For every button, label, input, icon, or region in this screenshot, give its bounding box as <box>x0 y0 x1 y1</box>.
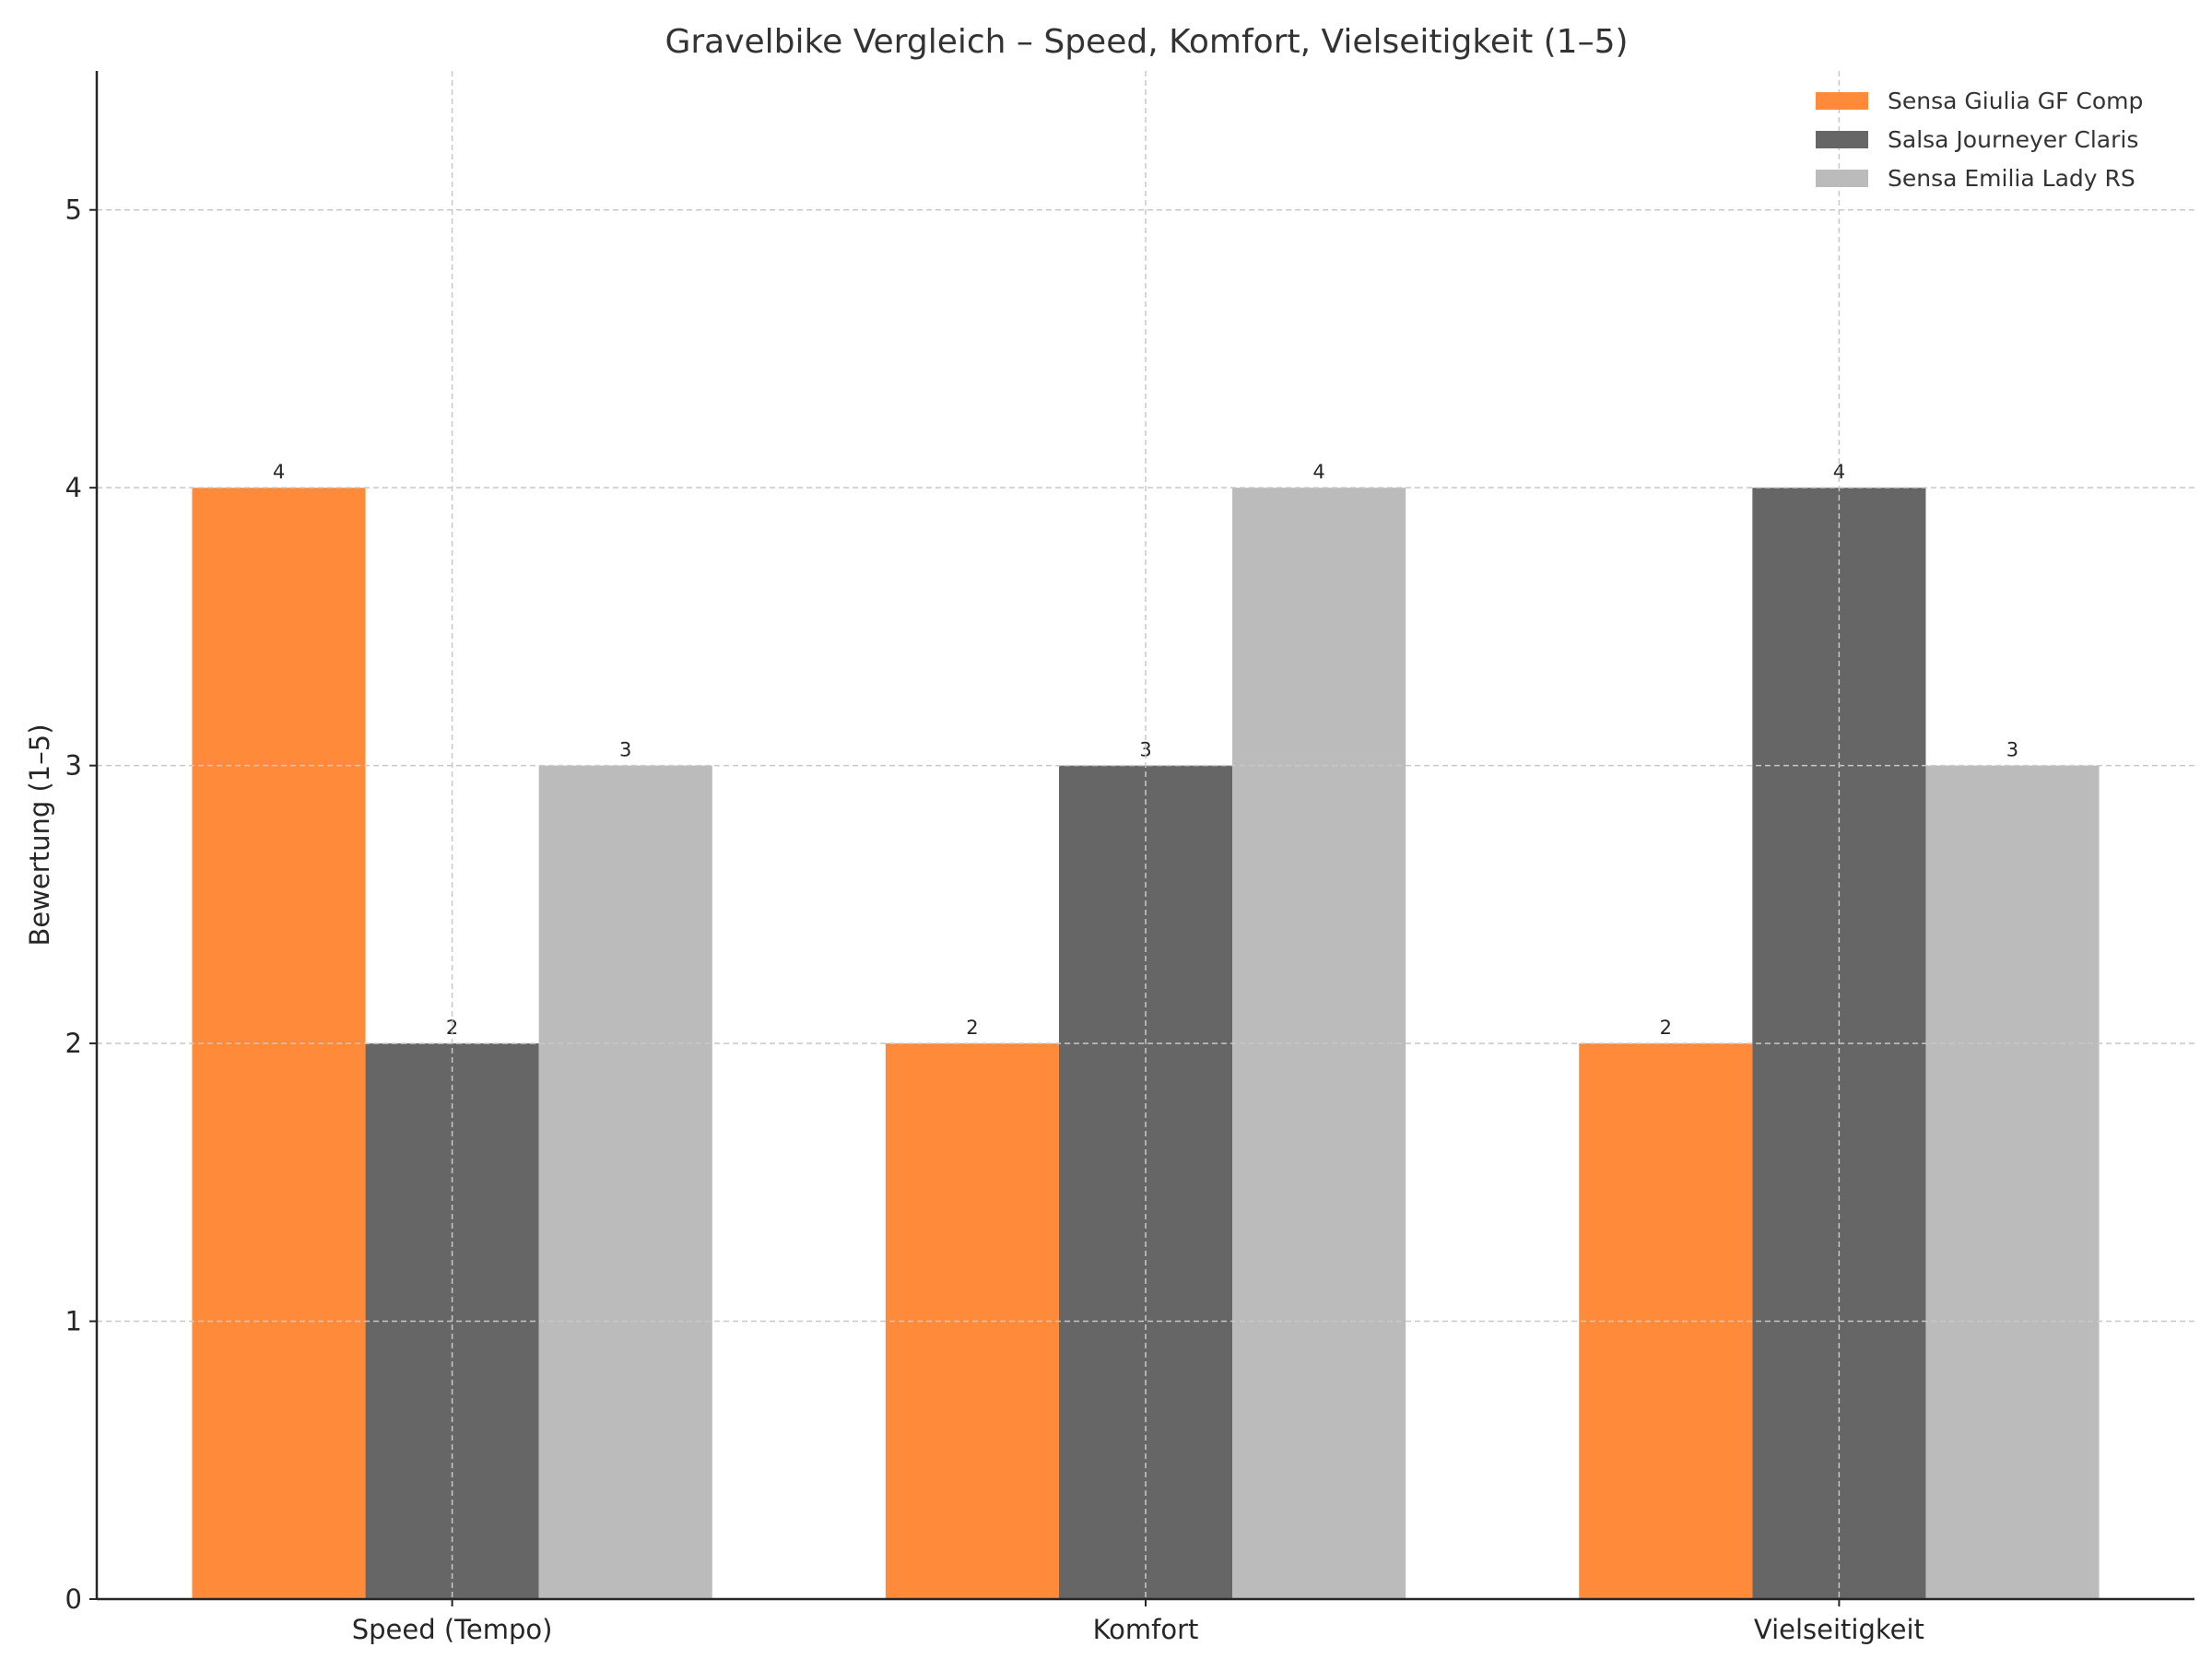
axes: 0 1 2 3 4 5 Speed (Tempo) Komfort Vielseitigkeit <box>65 71 2194 1645</box>
bar-value-label: 2 <box>1660 1017 1672 1039</box>
grid-lines <box>97 71 2194 1599</box>
y-tick-label: 3 <box>65 750 82 782</box>
bar-value-label: 3 <box>619 739 631 761</box>
legend-label: Sensa Emilia Lady RS <box>1888 165 2136 192</box>
x-tick-label: Vielseitigkeit <box>1754 1614 1924 1645</box>
bar <box>538 765 712 1599</box>
legend-label: Sensa Giulia GF Comp <box>1888 88 2143 114</box>
y-tick-label: 5 <box>65 194 82 226</box>
x-tick-label: Speed (Tempo) <box>352 1614 553 1645</box>
legend-swatch <box>1816 131 1868 148</box>
legend-swatch <box>1816 170 1868 187</box>
chart-title: Gravelbike Vergleich – Speed, Komfort, V… <box>665 23 1628 61</box>
legend-swatch <box>1816 92 1868 110</box>
legend-label: Salsa Journeyer Claris <box>1888 126 2138 153</box>
y-tick-label: 4 <box>65 472 82 503</box>
y-tick-label: 1 <box>65 1306 82 1337</box>
bar-value-label: 2 <box>966 1017 978 1039</box>
legend: Sensa Giulia GF Comp Salsa Journeyer Clar… <box>1816 88 2143 192</box>
y-tick-label: 0 <box>65 1583 82 1615</box>
bar-value-label: 3 <box>1139 739 1151 761</box>
bar-value-label: 4 <box>273 461 285 483</box>
y-tick-label: 2 <box>65 1028 82 1059</box>
bar-value-label: 3 <box>2006 739 2018 761</box>
y-axis-label: Bewertung (1–5) <box>24 724 55 946</box>
bar <box>1925 765 2100 1599</box>
bar-value-label: 2 <box>446 1017 458 1039</box>
bar-value-label: 4 <box>1312 461 1324 483</box>
x-tick-label: Komfort <box>1093 1614 1199 1645</box>
